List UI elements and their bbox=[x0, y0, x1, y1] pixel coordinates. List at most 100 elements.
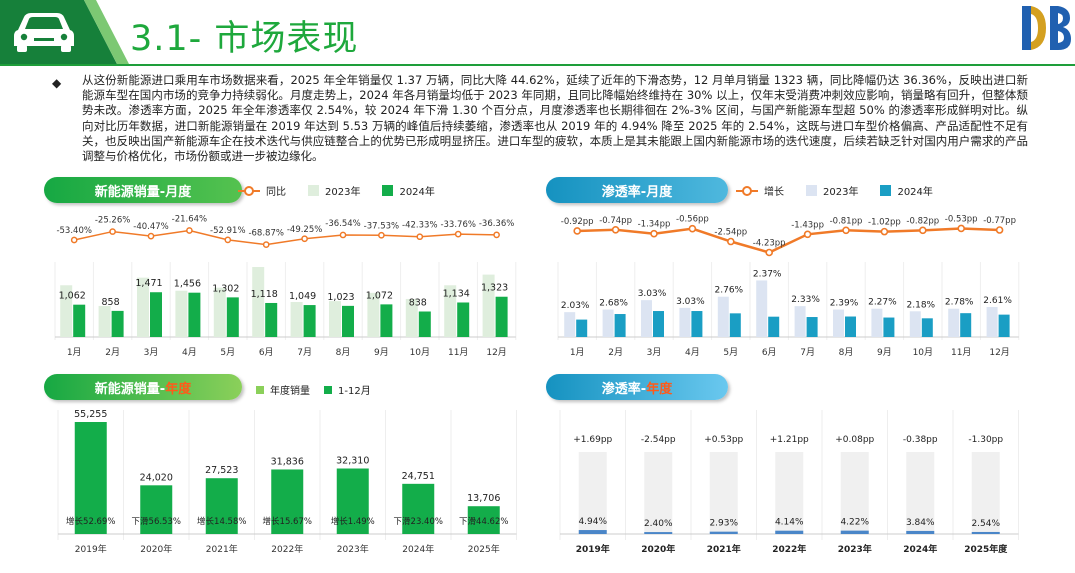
growth-rate-label: 下滑44.62% bbox=[459, 516, 508, 527]
legend-monthly-sales: 同比 2023年 2024年 bbox=[238, 183, 457, 198]
yoy-point bbox=[224, 236, 232, 244]
growth-point bbox=[803, 230, 812, 239]
car-icon-details bbox=[20, 17, 68, 41]
swatch-pen-2023 bbox=[806, 185, 817, 196]
growth-label: -0.74pp bbox=[599, 216, 632, 226]
bar-2024 bbox=[188, 292, 201, 337]
pp-change-label: -0.38pp bbox=[903, 435, 938, 445]
data-label-annual-sales: 32,310 bbox=[336, 456, 369, 467]
growth-point bbox=[688, 224, 697, 233]
x-tick-label: 6月 bbox=[259, 347, 274, 358]
bar-annual-pen bbox=[971, 531, 1000, 534]
yoy-point bbox=[339, 231, 347, 239]
data-label-annual-sales: 24,020 bbox=[140, 472, 173, 483]
data-label-annual-pen: 3.84% bbox=[906, 518, 935, 528]
yoy-point bbox=[147, 232, 155, 240]
x-tick-label: 10月 bbox=[410, 347, 430, 358]
x-tick-label: 2021年 bbox=[707, 543, 741, 555]
x-tick-label: 2020年 bbox=[641, 543, 675, 555]
bar-2024 bbox=[418, 311, 431, 337]
bar-annual-sales bbox=[205, 478, 238, 534]
bar-2023 bbox=[679, 307, 691, 337]
bar-2024 bbox=[576, 319, 588, 337]
x-tick-label: 2025年 bbox=[468, 543, 500, 555]
header-graphics bbox=[0, 0, 1071, 66]
bar-annual-pen bbox=[906, 530, 935, 534]
bar-2023 bbox=[564, 312, 576, 337]
bar-annual-sales bbox=[467, 506, 500, 534]
data-label-annual-sales: 27,523 bbox=[205, 465, 238, 476]
x-tick-label: 2月 bbox=[105, 347, 120, 358]
x-tick-label: 9月 bbox=[374, 347, 389, 358]
yoy-label: -40.47% bbox=[133, 222, 168, 232]
bar-2024 bbox=[729, 313, 741, 337]
data-label-2024: 838 bbox=[409, 297, 427, 308]
bar-annual-sales bbox=[74, 422, 107, 534]
x-tick-label: 2024年 bbox=[903, 543, 937, 555]
data-label-2024: 3.03% bbox=[676, 297, 705, 307]
data-label-2024: 1,118 bbox=[251, 289, 278, 300]
legend-label-2024: 2024年 bbox=[399, 187, 435, 198]
x-tick-label: 2023年 bbox=[838, 543, 872, 555]
data-label-2024: 1,134 bbox=[443, 288, 470, 299]
data-label-annual-sales: 13,706 bbox=[467, 493, 500, 504]
bar-2023 bbox=[602, 309, 614, 337]
bar-bg-track bbox=[971, 452, 1000, 534]
bar-2024 bbox=[111, 310, 124, 337]
data-label-2024: 1,456 bbox=[174, 279, 201, 290]
bar-2024 bbox=[691, 311, 703, 337]
x-tick-label: 5月 bbox=[723, 347, 738, 358]
data-label-2024: 1,023 bbox=[327, 292, 354, 303]
legend-label-pen-2023: 2023年 bbox=[823, 187, 859, 198]
x-tick-label: 4月 bbox=[182, 347, 197, 358]
bar-annual-pen bbox=[709, 531, 738, 534]
growth-rate-label: 增长1.49% bbox=[331, 516, 375, 527]
bar-bg-track bbox=[644, 452, 673, 534]
bar-bg-track bbox=[840, 452, 869, 534]
data-label-annual-pen: 2.40% bbox=[644, 519, 673, 529]
legend-item-growth: 增长 bbox=[736, 183, 784, 198]
bar-2023 bbox=[175, 290, 188, 337]
panel-title-annual-sales-highlight: 年度 bbox=[165, 381, 192, 397]
bar-2024 bbox=[380, 304, 393, 337]
growth-line bbox=[577, 227, 1000, 254]
x-tick-label: 11月 bbox=[448, 347, 468, 358]
data-label-2024: 1,323 bbox=[481, 283, 508, 294]
bar-annual-pen bbox=[578, 530, 607, 534]
growth-label: -1.43pp bbox=[791, 220, 824, 230]
bar-2024 bbox=[226, 297, 239, 337]
data-label-annual-pen: 4.94% bbox=[578, 517, 607, 527]
data-label-annual-pen: 4.14% bbox=[775, 518, 804, 528]
x-tick-label: 7月 bbox=[297, 347, 312, 358]
pp-change-label: +1.21pp bbox=[770, 435, 809, 445]
pp-change-label: +0.08pp bbox=[835, 435, 874, 445]
yoy-point bbox=[186, 227, 193, 234]
yoy-point bbox=[416, 233, 424, 241]
data-label-annual-pen: 2.54% bbox=[971, 519, 1000, 529]
data-label-annual-sales: 55,255 bbox=[74, 409, 107, 420]
bar-2024 bbox=[960, 313, 972, 337]
growth-point bbox=[765, 248, 774, 257]
x-tick-label: 3月 bbox=[647, 347, 662, 358]
panel-title-monthly-sales-text: 新能源销量-月度 bbox=[94, 184, 192, 200]
swatch-2023 bbox=[308, 185, 319, 196]
bar-2023 bbox=[444, 285, 457, 337]
yoy-label: -36.36% bbox=[479, 219, 514, 229]
growth-rate-label: 增长52.69% bbox=[66, 516, 115, 527]
data-label-annual-pen: 4.22% bbox=[840, 518, 869, 528]
data-label-2024: 2.27% bbox=[868, 298, 897, 308]
bar-2023 bbox=[252, 267, 265, 337]
growth-rate-label: 增长15.67% bbox=[263, 516, 312, 527]
data-label-2024: 858 bbox=[102, 297, 120, 308]
growth-point bbox=[842, 226, 850, 235]
bar-2023 bbox=[948, 308, 960, 337]
x-tick-label: 2019年 bbox=[75, 543, 107, 555]
yoy-label: -42.33% bbox=[402, 221, 437, 231]
data-label-2024: 2.18% bbox=[907, 300, 936, 310]
legend-label-growth: 增长 bbox=[764, 187, 784, 198]
x-tick-label: 2023年 bbox=[337, 543, 369, 555]
x-tick-label: 2024年 bbox=[402, 543, 434, 555]
x-tick-label: 8月 bbox=[839, 347, 854, 358]
data-label-2024: 2.03% bbox=[561, 301, 590, 311]
